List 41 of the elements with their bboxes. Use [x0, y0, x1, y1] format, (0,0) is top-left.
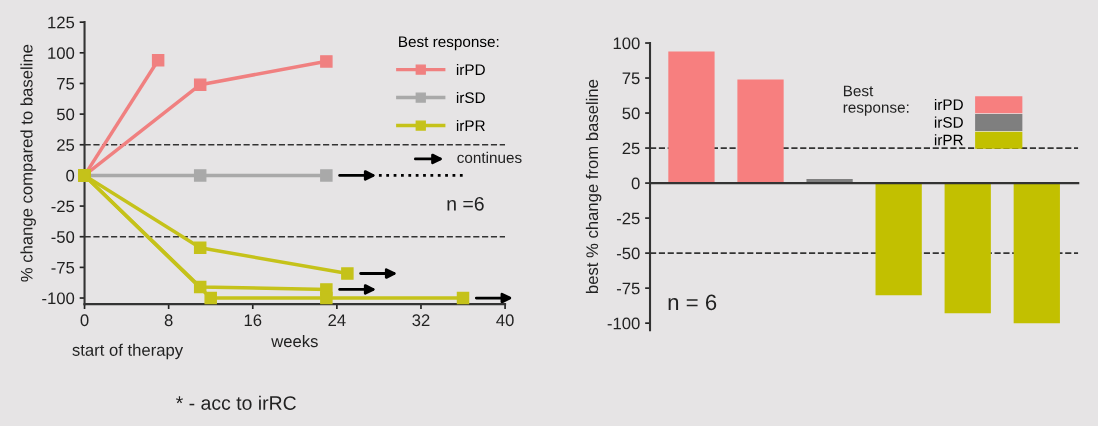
y-tick-label: -25: [51, 200, 75, 213]
legend-title: Best response:: [843, 85, 909, 116]
x-tick-label: 0: [80, 314, 89, 327]
x-tick-label: 24: [328, 314, 346, 326]
legend-label: irPR: [456, 119, 485, 131]
y-tick-label: -50: [51, 231, 75, 243]
y-tick-label: 100: [48, 47, 75, 60]
y-tick-label: -75: [51, 261, 75, 274]
y-tick-label: -100: [42, 292, 75, 305]
legend-label: irPD: [456, 63, 485, 75]
y-tick-label: 75: [57, 78, 75, 90]
legend-label: irPD: [934, 98, 963, 110]
annotation: n =6: [447, 196, 484, 211]
y-tick-label: -25: [616, 212, 640, 225]
x-tick-label: 40: [496, 314, 514, 327]
y-axis-title: % change compared to baseline: [20, 44, 36, 282]
legend-label: irPR: [934, 134, 963, 146]
annotation: continues: [457, 151, 522, 164]
x-axis-title: weeks: [271, 334, 318, 348]
y-tick-label: -75: [616, 282, 640, 295]
legend-label: irSD: [456, 91, 485, 104]
x-tick-label: 32: [412, 314, 430, 327]
y-tick-label: -100: [607, 317, 640, 330]
legend-title: Best response:: [399, 36, 499, 51]
text: start of therapy: [72, 343, 184, 360]
x-tick-label: 16: [244, 314, 262, 327]
y-tick-label: 100: [613, 37, 640, 50]
y-tick-label: 50: [56, 108, 75, 121]
y-tick-label: 25: [57, 139, 75, 151]
y-axis-title: best % change from baseline: [585, 79, 602, 293]
y-tick-label: 25: [622, 142, 640, 155]
legend-label: irSD: [934, 116, 963, 128]
y-tick-label: 0: [631, 177, 640, 190]
y-tick-label: 125: [48, 16, 75, 29]
y-tick-label: 75: [622, 72, 640, 85]
annotation: n = 6: [668, 294, 717, 311]
y-tick-label: 50: [622, 107, 640, 120]
y-tick-label: -50: [616, 247, 640, 260]
x-tick-label: 8: [164, 314, 173, 327]
text: * - acc to irRC: [175, 395, 296, 410]
y-tick-label: 0: [66, 169, 75, 182]
